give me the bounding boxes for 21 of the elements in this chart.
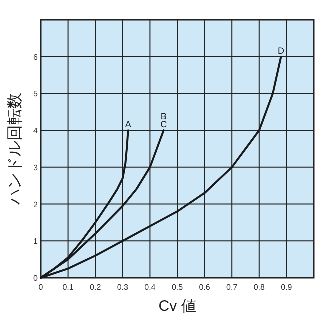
x-tick-label: 0.3 — [117, 283, 130, 292]
x-tick-label: 0.8 — [254, 283, 266, 292]
y-tick-label: 3 — [34, 163, 39, 172]
y-tick-label: 2 — [34, 200, 39, 210]
series-label: B C — [160, 112, 168, 130]
y-tick-label: 0 — [34, 274, 39, 283]
y-tick-label: 4 — [34, 126, 39, 136]
x-tick-label: 0.6 — [199, 283, 211, 292]
x-tick-label: 0.2 — [90, 283, 102, 292]
series-label: A — [125, 120, 132, 130]
x-tick-label: 0.7 — [226, 283, 238, 292]
x-tick-label: 0.1 — [62, 283, 74, 292]
y-tick-label: 6 — [34, 52, 39, 62]
x-axis-title: Cv 値 — [158, 298, 196, 315]
series-label: D — [278, 46, 285, 56]
y-tick-label: 1 — [34, 237, 39, 246]
x-tick-label: 0.9 — [281, 283, 293, 292]
y-tick-label: 5 — [34, 90, 39, 99]
y-axis-title: ハンドル回転数 — [7, 93, 24, 206]
x-tick-label: 0.5 — [172, 283, 184, 292]
x-tick-label: 0.4 — [144, 283, 156, 292]
